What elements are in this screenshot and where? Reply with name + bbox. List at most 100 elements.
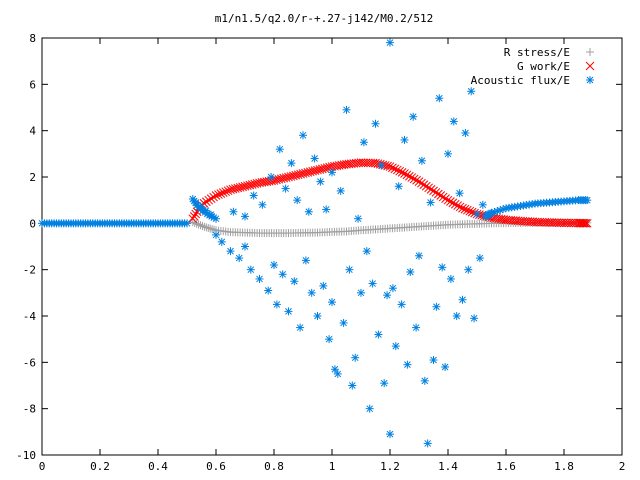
data-point xyxy=(229,207,238,216)
x-tick-label: 0.8 xyxy=(264,460,284,473)
data-point xyxy=(281,184,290,193)
data-point xyxy=(287,159,296,168)
data-point xyxy=(409,112,418,121)
data-point xyxy=(412,175,421,185)
data-point xyxy=(189,212,199,221)
data-point xyxy=(284,307,293,316)
data-point xyxy=(415,251,423,260)
data-point xyxy=(249,191,258,200)
data-point xyxy=(337,160,347,170)
legend-label: Acoustic flux/E xyxy=(471,74,570,87)
data-point xyxy=(270,261,278,270)
data-point xyxy=(525,217,535,226)
data-point xyxy=(348,381,357,390)
data-point xyxy=(188,214,198,224)
data-point xyxy=(366,158,376,168)
data-point xyxy=(455,189,464,198)
data-series xyxy=(38,38,592,448)
data-point xyxy=(380,379,389,388)
data-point xyxy=(511,216,521,225)
y-tick-label: -10 xyxy=(16,449,36,462)
legend-marker xyxy=(585,61,595,71)
data-point xyxy=(395,166,405,176)
data-point xyxy=(212,230,220,239)
data-point xyxy=(397,300,406,309)
y-tick-label: 0 xyxy=(29,217,36,230)
data-point xyxy=(328,168,336,177)
data-point xyxy=(473,210,481,219)
data-point xyxy=(436,191,446,200)
data-point xyxy=(330,365,339,374)
data-point xyxy=(470,314,479,323)
data-point xyxy=(221,187,231,197)
data-point xyxy=(201,197,211,207)
data-point xyxy=(579,218,589,228)
data-point xyxy=(206,224,215,233)
data-point xyxy=(310,154,319,163)
data-point xyxy=(426,198,435,207)
data-point xyxy=(391,342,400,351)
y-tick-label: 8 xyxy=(29,32,36,45)
data-point xyxy=(351,158,361,168)
data-point xyxy=(446,197,455,206)
data-point xyxy=(402,170,412,180)
data-point xyxy=(460,204,470,214)
data-point xyxy=(202,223,211,232)
data-point xyxy=(235,183,245,192)
data-point xyxy=(322,205,331,214)
data-point xyxy=(404,171,414,181)
x-tick-label: 2 xyxy=(619,460,626,473)
data-point xyxy=(394,182,403,191)
data-point xyxy=(528,200,537,209)
data-point xyxy=(299,131,307,140)
data-point xyxy=(407,173,417,182)
data-point xyxy=(496,214,506,224)
data-point xyxy=(264,176,274,186)
data-point xyxy=(455,202,465,212)
legend-label: G work/E xyxy=(517,60,570,73)
y-tick-label: -2 xyxy=(23,264,36,277)
data-point xyxy=(339,318,348,327)
data-point xyxy=(432,302,441,311)
data-point xyxy=(278,270,287,279)
data-point xyxy=(196,221,205,230)
data-point xyxy=(223,186,233,196)
data-point xyxy=(414,177,424,186)
data-point xyxy=(458,203,467,213)
data-point xyxy=(188,218,197,227)
data-point xyxy=(499,205,508,214)
data-point xyxy=(554,218,564,228)
data-point xyxy=(316,177,325,186)
data-point xyxy=(578,218,588,228)
data-point xyxy=(328,298,336,307)
legend-label: R stress/E xyxy=(504,46,570,59)
data-point xyxy=(433,189,443,199)
data-point xyxy=(204,223,213,232)
data-point xyxy=(206,210,215,219)
data-point xyxy=(374,330,383,339)
data-point xyxy=(241,212,249,221)
data-point xyxy=(417,156,426,165)
data-point xyxy=(275,145,284,154)
data-point xyxy=(377,161,386,170)
data-point xyxy=(403,360,412,369)
data-point xyxy=(390,164,400,174)
data-point xyxy=(267,173,276,181)
data-point xyxy=(319,281,328,290)
data-point xyxy=(336,186,345,195)
x-axis: 0 0.2 0.4 0.6 0.8 1 1.2 1.4 1.6 1.8 2 xyxy=(39,38,626,473)
data-point xyxy=(388,163,397,173)
data-point xyxy=(250,179,260,189)
data-point xyxy=(235,254,244,263)
data-point xyxy=(217,237,226,246)
data-point xyxy=(458,295,467,304)
data-point xyxy=(333,369,342,378)
data-point xyxy=(426,185,436,194)
data-point xyxy=(383,291,392,300)
data-point xyxy=(448,198,458,208)
data-point xyxy=(443,195,453,205)
data-point xyxy=(465,206,475,216)
data-point xyxy=(419,180,429,190)
data-point xyxy=(304,207,313,216)
